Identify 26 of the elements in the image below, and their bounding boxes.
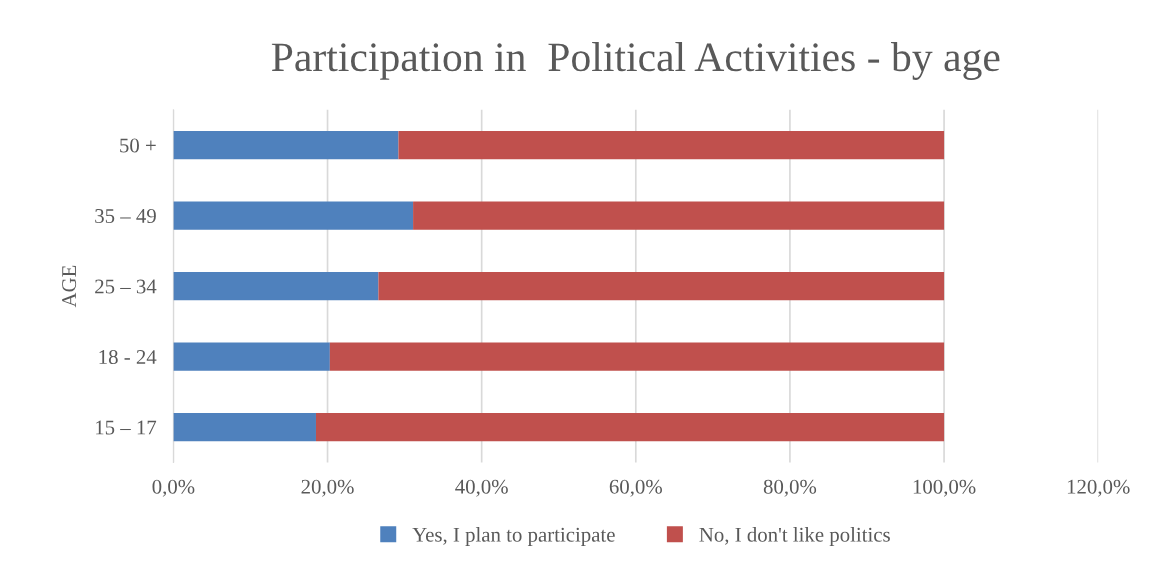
x-tick-label: 80,0% <box>763 479 817 497</box>
bar <box>173 201 414 230</box>
bar <box>378 272 945 301</box>
y-tick-label: 35 – 49 <box>95 209 156 224</box>
chart-title: Participation in Political Activities - by age <box>271 42 1000 80</box>
y-tick-label: 15 – 17 <box>96 420 157 435</box>
x-tick-label: 20,0% <box>301 479 354 497</box>
y-tick-label: 50 + <box>120 138 156 153</box>
bar <box>173 413 316 442</box>
x-tick-label: 40,0% <box>455 479 508 497</box>
legend-label: No, I don't like politics <box>699 527 890 547</box>
y-axis-title: AGE <box>62 265 77 308</box>
x-tick-label: 60,0% <box>609 479 662 497</box>
bar <box>413 201 945 230</box>
x-tick-label: 120,0% <box>1067 479 1130 497</box>
y-tick-label: 18 - 24 <box>99 350 157 365</box>
bar <box>329 342 945 371</box>
bar <box>173 272 379 301</box>
x-tick-label: 0,0% <box>152 479 195 497</box>
legend-label: Yes, I plan to participate <box>412 527 615 547</box>
y-tick-label: 25 – 34 <box>95 279 157 294</box>
bar <box>398 130 945 160</box>
bar <box>173 130 399 160</box>
bar <box>173 342 330 371</box>
bar <box>315 413 945 442</box>
x-tick-label: 100,0% <box>913 479 976 497</box>
